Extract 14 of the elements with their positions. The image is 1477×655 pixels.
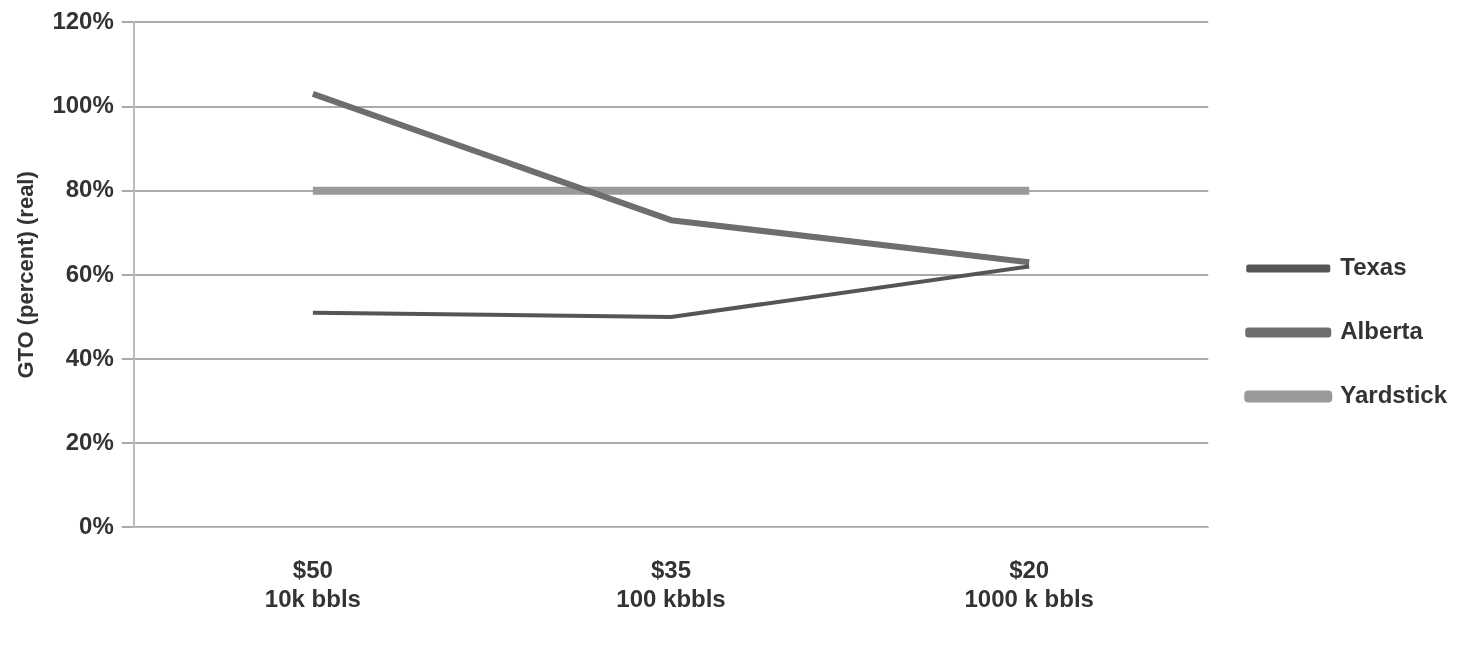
y-axis-title: GTO (percent) (real) bbox=[13, 171, 39, 379]
y-tick-label: 60% bbox=[65, 259, 114, 287]
x-tick-label: $50 10k bbls bbox=[264, 556, 361, 613]
y-tick-label: 0% bbox=[79, 512, 114, 540]
x-tick-label: $20 1000 k bbls bbox=[964, 556, 1094, 613]
y-tick-label: 100% bbox=[52, 91, 114, 119]
y-tick-label: 80% bbox=[65, 175, 114, 203]
legend-label: Alberta bbox=[1340, 317, 1424, 345]
legend-label: Texas bbox=[1340, 253, 1407, 281]
y-tick-label: 20% bbox=[65, 427, 114, 455]
legend-label: Yardstick bbox=[1340, 381, 1448, 409]
y-tick-label: 40% bbox=[65, 343, 114, 371]
x-tick-label: $35 100 kbbls bbox=[616, 556, 726, 613]
y-tick-label: 120% bbox=[52, 7, 114, 35]
